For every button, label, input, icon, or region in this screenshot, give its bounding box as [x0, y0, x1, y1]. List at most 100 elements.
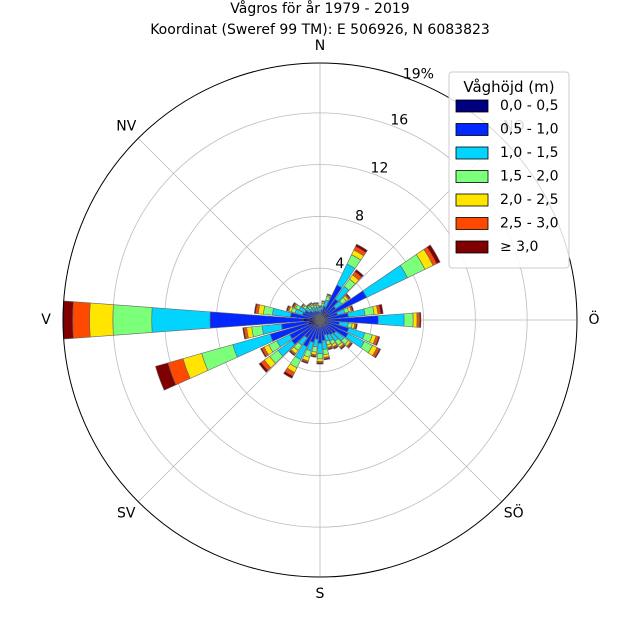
bar-segment [310, 354, 317, 358]
bar-segment [354, 269, 364, 278]
sector-280 [253, 303, 321, 321]
chart-title: Vågros för år 1979 - 2019 [230, 0, 409, 17]
bar-segment [300, 303, 305, 308]
legend-label: 1,5 - 2,0 [500, 169, 558, 185]
legend-label: 0,5 - 1,0 [500, 122, 558, 138]
radial-tick-label: 8 [355, 208, 364, 224]
bar-segment [312, 302, 316, 305]
spoke-line [137, 137, 321, 321]
bar-segment [403, 312, 414, 328]
sector-250 [155, 319, 321, 391]
legend: Våghöjd (m) 0,0 - 0,5 0,5 - 1,0 1,0 - 1,5 1… [448, 71, 570, 269]
radial-tick-label: 4 [335, 256, 344, 272]
legend-swatch [455, 193, 489, 207]
sector-70 [319, 305, 355, 321]
bar-segment [347, 342, 353, 349]
radial-tick-labels: 4 8 12 16 19% [335, 67, 434, 273]
bar-segment [72, 301, 91, 339]
bar-segment [315, 302, 319, 305]
sector-160 [319, 319, 334, 351]
bar-segment [89, 302, 114, 338]
bar-segment [155, 362, 177, 391]
radial-tick-label: 12 [371, 160, 389, 176]
direction-label: Ö [588, 310, 599, 328]
legend-title: Våghöjd (m) [463, 78, 554, 96]
bar-segment [350, 305, 355, 312]
bar-segment [419, 312, 422, 328]
sector-80 [319, 304, 384, 321]
legend-label: 0,0 - 0,5 [500, 98, 558, 114]
bar-segment [306, 303, 310, 307]
bar-segment [62, 300, 74, 340]
bar-segment [377, 313, 405, 327]
sector-110 [319, 319, 381, 346]
legend-swatch [455, 99, 489, 113]
chart-subtitle: Koordinat (Sweref 99 TM): E 506926, N 60… [150, 22, 490, 38]
sector-340 [312, 302, 321, 321]
bar-segment [426, 244, 441, 265]
sector-40 [319, 269, 364, 321]
sector-90 [319, 312, 422, 328]
sector-140 [319, 319, 346, 350]
sector-350 [315, 302, 321, 321]
sector-60 [319, 244, 441, 321]
bar-segment [300, 359, 309, 364]
bar-segment [285, 305, 290, 312]
bar-segment [326, 293, 332, 297]
direction-label: SÖ [504, 504, 524, 522]
direction-label: V [41, 312, 51, 328]
legend-label: 2,0 - 2,5 [500, 192, 558, 208]
bar-segment [317, 342, 323, 354]
legend-items: 0,0 - 0,5 0,5 - 1,0 1,0 - 1,5 1,5 - 2,0 2,0 … [455, 98, 558, 255]
spoke-line [137, 319, 321, 503]
bar-segment [308, 302, 313, 305]
bar-segment [374, 348, 382, 359]
sector-30 [319, 243, 368, 321]
bar-segment [283, 370, 294, 379]
legend-label: ≥ 3,0 [500, 239, 538, 255]
radial-tick-label: 19% [403, 67, 434, 83]
direction-label: S [316, 586, 325, 602]
bar-segment [258, 361, 269, 373]
bar-segment [321, 300, 326, 303]
sector-320 [306, 303, 321, 321]
bar-segment [355, 243, 368, 253]
direction-label: NV [116, 118, 136, 134]
direction-label: N [315, 38, 325, 54]
sector-220 [288, 319, 321, 357]
sector-50 [319, 293, 351, 321]
rose-bars [62, 243, 441, 391]
sector-300 [291, 302, 321, 321]
legend-swatch [455, 170, 489, 183]
bar-segment [345, 293, 351, 300]
bar-segment [412, 312, 418, 328]
legend-swatch [455, 240, 489, 254]
spoke-line [319, 319, 503, 503]
bar-segment [378, 304, 384, 315]
bar-segment [354, 323, 358, 330]
bar-segment [340, 344, 346, 350]
bar-segment [316, 362, 324, 365]
sector-260 [242, 319, 321, 340]
legend-label: 2,5 - 3,0 [500, 216, 558, 232]
sector-150 [319, 319, 339, 350]
direction-label: SV [117, 506, 136, 522]
bar-segment [375, 336, 381, 346]
sector-130 [319, 319, 353, 349]
bar-segment [242, 327, 247, 340]
sector-270 [62, 300, 321, 340]
bar-segment [288, 350, 296, 357]
bar-segment [318, 305, 322, 307]
bar-segment [323, 357, 331, 361]
bar-segment [112, 304, 153, 336]
bar-segment [316, 353, 324, 360]
radial-tick-label: 16 [390, 113, 408, 129]
legend-swatch [455, 123, 489, 136]
sector-240 [260, 319, 321, 358]
legend-swatch [455, 217, 489, 230]
bar-segment [253, 303, 258, 314]
bar-segment [327, 346, 334, 351]
bar-segment [260, 347, 267, 358]
bar-segment [316, 358, 324, 362]
